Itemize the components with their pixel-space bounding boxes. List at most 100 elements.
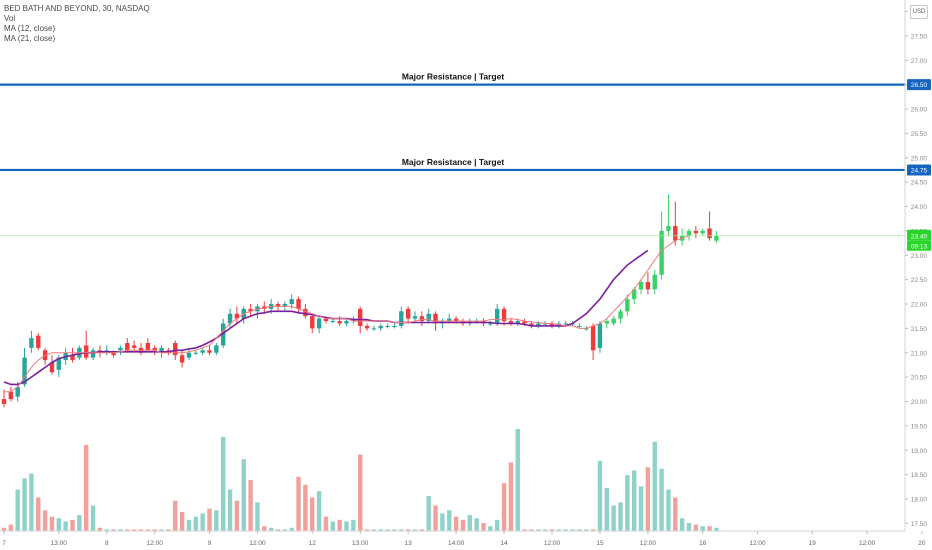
time-axis[interactable]: 7 13:00 8 12:00 9 12:00 12 13:00 13 14:00 14 12:00 1… <box>0 530 926 547</box>
y-tick-label: 22.00 <box>911 302 928 309</box>
volume-bar <box>125 529 130 531</box>
candle-body <box>515 321 520 324</box>
symbol-title[interactable]: BED BATH AND BEYOND, 30, NASDAQ <box>4 4 150 13</box>
candle-body <box>159 347 164 353</box>
candle-body <box>597 323 603 348</box>
candle-body <box>234 313 240 319</box>
candle-body <box>84 345 89 358</box>
volume-bar <box>693 524 699 531</box>
candle-body <box>611 318 616 324</box>
volume-bar <box>714 527 719 531</box>
candle-body <box>645 282 651 290</box>
candle-body <box>1 399 7 404</box>
candle-body <box>36 335 41 348</box>
y-tick-label: 21.50 <box>911 326 928 333</box>
volume-bar <box>632 470 637 531</box>
price-axis[interactable]: 28.0027.5027.0026.5026.0025.5025.0024.50… <box>904 0 931 531</box>
volume-bar <box>652 441 657 531</box>
volume-bar <box>645 467 651 531</box>
candle-body <box>200 350 205 353</box>
candle-body <box>118 347 123 351</box>
candle-body <box>310 316 315 329</box>
volume-bar <box>625 475 630 531</box>
y-tick-label: 20.50 <box>911 375 928 382</box>
volume-bar <box>344 521 349 531</box>
candle-body <box>371 328 377 330</box>
candle-body <box>508 321 514 324</box>
volume-bar <box>29 473 34 531</box>
volume-bar <box>590 529 596 531</box>
candle-body <box>412 316 418 319</box>
candle-body <box>638 282 644 290</box>
x-tick-label: 8 <box>105 540 109 547</box>
candle-body <box>529 323 534 326</box>
candle-body <box>125 343 130 351</box>
x-tick-label: 9 <box>208 540 212 547</box>
y-tick-label: 27.00 <box>911 58 928 65</box>
resistance-price-tag <box>907 79 931 91</box>
candle-body <box>303 308 308 317</box>
volume-bar <box>104 529 109 531</box>
candle-body <box>49 362 55 373</box>
volume-bar <box>474 518 479 531</box>
x-tick-label: 12:00 <box>249 540 266 547</box>
volume-bar <box>529 529 534 531</box>
x-tick-label: 12 <box>309 540 317 547</box>
candle-body <box>186 352 192 358</box>
resistance-lines[interactable]: Major Resistance | Target Major Resistanc… <box>0 72 905 237</box>
candle-body <box>145 343 151 351</box>
candle-body <box>392 325 397 327</box>
candle-body <box>56 357 61 370</box>
candle-body <box>563 323 568 325</box>
volume-bar <box>618 502 623 531</box>
candle-body <box>193 352 198 354</box>
candle-body <box>275 304 281 307</box>
candle-body <box>104 350 109 352</box>
candle-body <box>488 323 493 325</box>
x-tick-label: 13:00 <box>51 540 68 547</box>
volume-bar <box>200 513 205 531</box>
y-tick-label: 19.00 <box>911 448 928 455</box>
candle-body <box>70 355 75 361</box>
volume-bar <box>378 529 383 531</box>
y-tick-label: 22.50 <box>911 277 928 284</box>
volume-bar <box>604 487 609 531</box>
volume-bar <box>282 529 288 531</box>
volume-bar <box>508 462 514 531</box>
volume-bar <box>97 527 103 531</box>
x-tick-label: 14 <box>500 540 508 547</box>
volume-bar <box>371 529 377 531</box>
ma21-indicator-label[interactable]: MA (21, close) <box>4 34 56 43</box>
candle-body <box>179 355 185 363</box>
volume-bar <box>577 529 582 531</box>
ma12-indicator-label[interactable]: MA (12, close) <box>4 24 56 33</box>
ma12-line <box>4 235 690 393</box>
volume-bar <box>56 518 61 531</box>
volume-bar <box>460 519 466 531</box>
candle-body <box>707 228 712 239</box>
y-tick-label: 24.50 <box>911 180 928 187</box>
ma21-line <box>3 249 649 386</box>
volume-bar <box>1 527 7 531</box>
volume-bar <box>501 483 507 531</box>
candle-body <box>399 311 404 326</box>
y-tick-label: 17.50 <box>911 521 928 528</box>
volume-bar <box>234 500 240 531</box>
volume-bar <box>63 521 68 531</box>
x-tick-label: 12:00 <box>640 540 657 547</box>
volume-bar <box>330 521 335 531</box>
volume-bar <box>405 529 411 531</box>
countdown-tag <box>907 240 931 251</box>
vol-indicator-label[interactable]: Vol <box>4 14 16 23</box>
volume-bar <box>515 429 520 531</box>
candle-body <box>604 321 609 324</box>
candle-body <box>659 230 664 275</box>
volume-bar <box>542 529 548 531</box>
x-tick-label: 13:00 <box>352 540 369 547</box>
y-tick-label: 26.00 <box>911 107 928 114</box>
candle-body <box>316 318 322 329</box>
candle-body <box>378 325 383 329</box>
currency-button[interactable]: USD <box>910 5 928 19</box>
volume-bar <box>214 510 219 531</box>
